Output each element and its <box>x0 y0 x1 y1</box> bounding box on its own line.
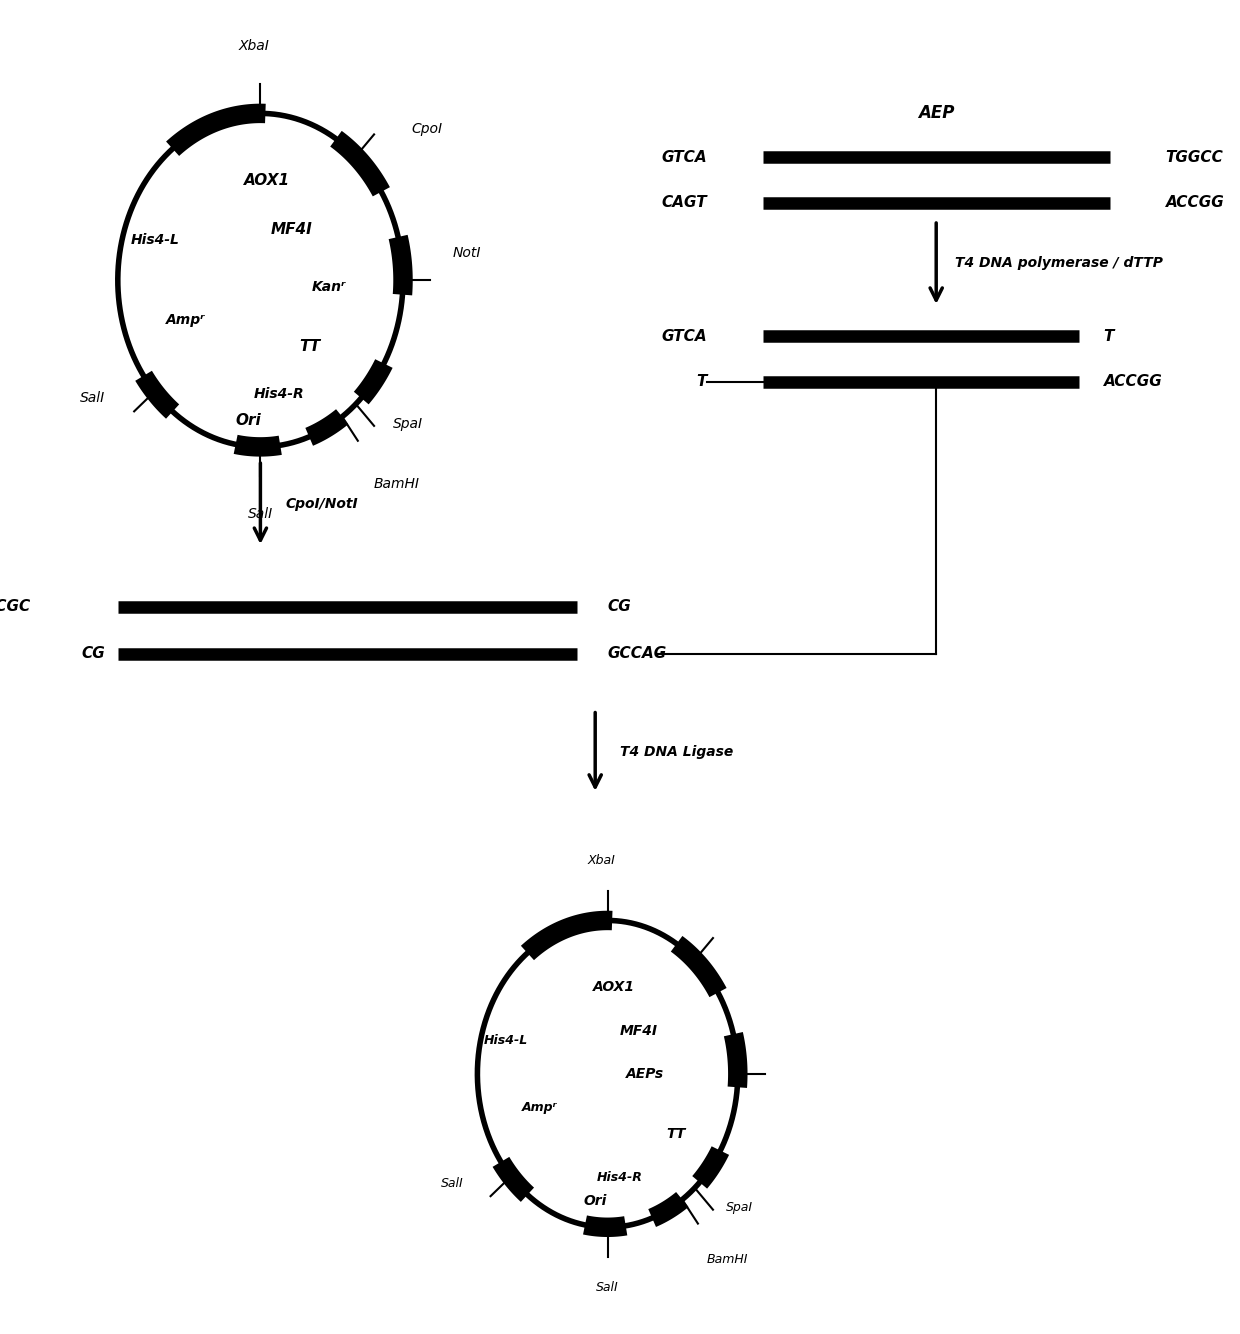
Text: GTCA: GTCA <box>661 149 707 165</box>
Text: SalI: SalI <box>441 1177 464 1190</box>
Text: MF4I: MF4I <box>620 1025 657 1038</box>
Text: AEPs: AEPs <box>626 1067 663 1081</box>
Text: CG: CG <box>82 646 105 662</box>
Text: TT: TT <box>666 1127 686 1141</box>
Text: CpoI: CpoI <box>412 123 443 136</box>
Text: SpaI: SpaI <box>393 418 423 431</box>
Text: T: T <box>1104 328 1114 344</box>
Text: His4-L: His4-L <box>130 233 180 247</box>
Text: SalI: SalI <box>79 391 105 406</box>
Text: AEP: AEP <box>918 104 955 123</box>
Text: SalI: SalI <box>596 1281 619 1294</box>
Text: T: T <box>697 374 707 390</box>
Text: CAGT: CAGT <box>661 195 707 211</box>
Text: Ori: Ori <box>584 1194 606 1207</box>
Text: His4-R: His4-R <box>598 1171 642 1185</box>
Text: Kanʳ: Kanʳ <box>311 280 346 293</box>
Text: XbaI: XbaI <box>588 854 615 867</box>
Text: XbaI: XbaI <box>239 40 269 53</box>
Text: CpoI/NotI: CpoI/NotI <box>285 496 358 511</box>
Text: Ampʳ: Ampʳ <box>166 313 206 327</box>
Text: Ampʳ: Ampʳ <box>522 1101 557 1114</box>
Text: His4-R: His4-R <box>254 387 304 400</box>
Text: NotI: NotI <box>453 247 481 260</box>
Text: AOX1: AOX1 <box>593 980 635 994</box>
Text: His4-L: His4-L <box>484 1034 528 1047</box>
Text: T4 DNA Ligase: T4 DNA Ligase <box>620 744 733 759</box>
Text: T4 DNA polymerase / dTTP: T4 DNA polymerase / dTTP <box>955 256 1163 271</box>
Text: GCCAG: GCCAG <box>608 646 667 662</box>
Text: BamHI: BamHI <box>707 1253 749 1266</box>
Text: MF4I: MF4I <box>270 221 312 237</box>
Text: AOX1: AOX1 <box>243 172 290 188</box>
Text: GTCA: GTCA <box>661 328 707 344</box>
Text: ACCGG: ACCGG <box>1166 195 1224 211</box>
Text: BamHI: BamHI <box>373 476 419 491</box>
Text: ACCGG: ACCGG <box>1104 374 1162 390</box>
Text: Ori: Ori <box>236 412 260 428</box>
Text: SpaI: SpaI <box>725 1201 753 1214</box>
Text: SalI: SalI <box>248 507 273 520</box>
Text: TGGCC: TGGCC <box>1166 149 1224 165</box>
Text: CG: CG <box>608 599 631 615</box>
Text: TT: TT <box>299 339 321 355</box>
Text: GGCCGC: GGCCGC <box>0 599 31 615</box>
